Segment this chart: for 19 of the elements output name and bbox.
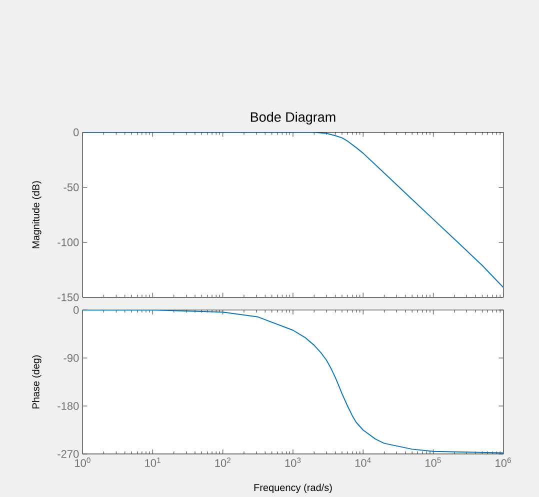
- x-tick-label: 10$^{3}$: [285, 458, 301, 467]
- y-tick-label: 0: [73, 128, 79, 136]
- chart-title: Bode Diagram: [250, 112, 336, 125]
- x-tick-label: 10$^{1}$: [145, 458, 160, 467]
- x-axis-title: Frequency (rad/s): [254, 484, 332, 494]
- x-tick-label: 10$^{0}$: [75, 458, 90, 467]
- x-tick-label: 10$^{4}$: [355, 458, 371, 467]
- y-tick-label: -270: [58, 450, 79, 458]
- x-tick-label: 10$^{6}$: [496, 458, 511, 467]
- y-tick-label: 0: [73, 306, 79, 314]
- y-tick-label: -100: [58, 238, 79, 246]
- x-tick-label: 10$^{2}$: [215, 458, 231, 467]
- y-axis-title: Phase (deg): [32, 355, 42, 408]
- x-tick-label: 10$^{5}$: [426, 458, 441, 467]
- y-axis-title: Magnitude (dB): [32, 181, 42, 248]
- y-tick-label: -90: [64, 354, 79, 362]
- y-tick-label: -50: [64, 183, 79, 192]
- y-tick-label: -150: [58, 293, 79, 302]
- y-tick-label: -180: [58, 402, 79, 410]
